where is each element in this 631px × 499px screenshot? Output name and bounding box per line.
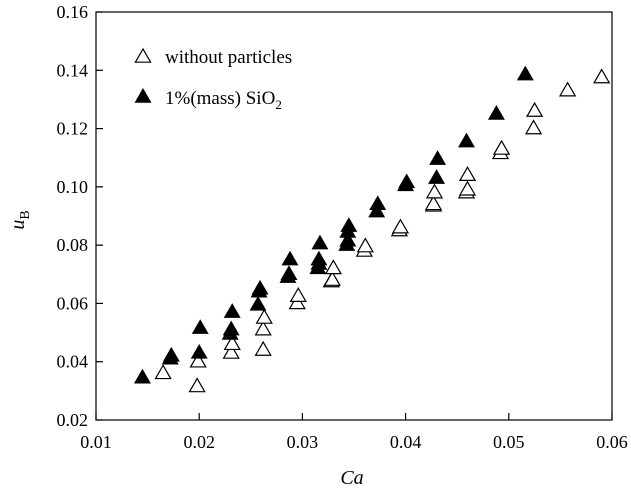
y-axis-label: uB: [7, 210, 33, 229]
data-point: [425, 183, 444, 199]
x-axis: 0.01 0.02 0.03 0.04 0.05 0.06: [80, 413, 628, 452]
data-point: [492, 139, 511, 155]
plot-border: [95, 11, 613, 421]
data-point: [223, 303, 241, 318]
y-tick-label: 0.12: [57, 119, 89, 139]
legend-label-sio2-subscript: 2: [275, 97, 282, 112]
data-point: [458, 180, 477, 196]
data-point: [340, 217, 358, 232]
data-point: [310, 250, 328, 266]
data-point: [487, 104, 505, 120]
y-tick-label: 0.08: [57, 235, 89, 255]
y-axis: 0.02 0.04 0.06 0.08 0.10 0.12 0.14 0.16: [57, 2, 103, 430]
data-point: [558, 81, 577, 97]
data-point: [162, 346, 180, 362]
data-point: [429, 150, 447, 165]
legend-marker-without-particles: [134, 47, 152, 63]
data-point: [222, 320, 240, 336]
data-point: [356, 237, 374, 253]
data-point: [323, 270, 341, 286]
legend-label-sio2: 1%(mass) SiO2: [165, 88, 282, 112]
x-tick-label: 0.05: [493, 432, 525, 452]
data-point: [189, 352, 207, 368]
series-sio2: [133, 65, 534, 384]
x-tick-label: 0.04: [390, 432, 422, 452]
y-tick-label: 0.10: [57, 177, 89, 197]
data-point: [280, 265, 298, 280]
x-tick-label: 0.03: [287, 432, 319, 452]
data-point: [369, 195, 387, 211]
data-point: [593, 68, 611, 84]
x-tick-label: 0.01: [80, 432, 112, 452]
data-point: [154, 364, 172, 380]
data-point: [391, 218, 410, 234]
data-point: [289, 286, 307, 302]
data-point: [458, 165, 477, 181]
data-point: [223, 335, 241, 351]
series-without-particles: [154, 68, 611, 393]
data-point: [311, 234, 329, 250]
legend-label-without-particles: without particles: [165, 47, 292, 68]
data-point: [516, 65, 534, 81]
data-point: [281, 250, 299, 266]
data-point: [428, 169, 446, 184]
legend-label-sio2-main: 1%(mass) SiO: [165, 88, 275, 109]
data-point: [458, 132, 475, 148]
x-axis-label: Ca: [340, 467, 363, 489]
legend-marker-sio2: [134, 87, 152, 103]
data-point: [251, 279, 269, 295]
data-point: [255, 308, 273, 324]
y-tick-label: 0.06: [57, 293, 89, 313]
data-point: [324, 259, 342, 275]
data-point: [249, 295, 267, 311]
legend: without particles 1%(mass) SiO2: [134, 47, 292, 112]
data-point: [524, 119, 543, 135]
plot-frame: [95, 11, 613, 421]
data-point: [525, 101, 544, 117]
y-axis-label-main: u: [7, 220, 29, 230]
data-point: [222, 343, 240, 359]
y-tick-label: 0.14: [57, 60, 89, 80]
data-point: [188, 377, 206, 393]
data-point: [424, 195, 443, 211]
x-tick-label: 0.02: [183, 432, 215, 452]
data-point: [254, 340, 272, 356]
x-tick-label: 0.06: [596, 432, 628, 452]
data-point: [254, 320, 272, 336]
y-tick-label: 0.04: [57, 352, 89, 372]
y-axis-label-subscript: B: [18, 210, 33, 219]
data-point: [190, 343, 208, 359]
data-points: [133, 65, 611, 393]
y-tick-label: 0.02: [57, 410, 89, 430]
data-point: [339, 231, 357, 247]
data-point: [133, 368, 151, 384]
data-point: [368, 202, 386, 218]
data-point: [288, 294, 306, 310]
data-point: [398, 173, 416, 189]
data-point: [191, 319, 209, 334]
y-tick-label: 0.16: [57, 2, 89, 22]
